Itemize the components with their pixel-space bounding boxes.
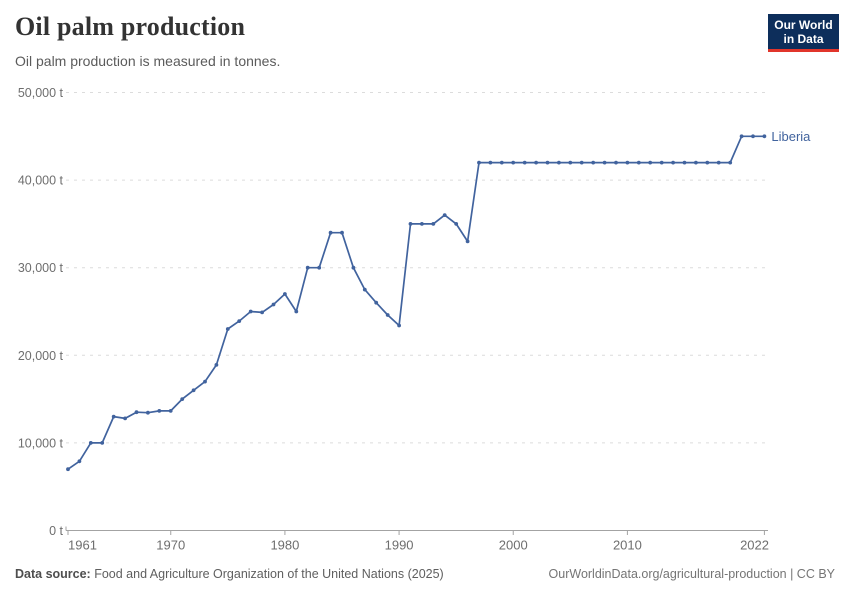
data-point[interactable] xyxy=(431,222,436,226)
y-tick-label: 40,000 t xyxy=(18,174,64,188)
x-axis: 1961 1970 1980 1990 2000 2010 2022 xyxy=(65,526,769,553)
data-point[interactable] xyxy=(214,363,219,367)
data-point[interactable] xyxy=(625,160,630,165)
data-point[interactable] xyxy=(283,292,287,296)
data-point[interactable] xyxy=(511,160,516,165)
data-point[interactable] xyxy=(442,213,447,218)
data-point[interactable] xyxy=(636,160,641,165)
data-point[interactable] xyxy=(534,160,538,165)
chart-canvas[interactable]: 0 t 10,000 t 20,000 t 30,000 t 40,000 t 50,00… xyxy=(0,0,850,560)
data-point[interactable] xyxy=(180,397,185,401)
chart-footer: Data source: Food and Agriculture Organi… xyxy=(15,567,835,581)
data-point[interactable] xyxy=(694,160,698,165)
data-point[interactable] xyxy=(305,265,310,270)
data-point[interactable] xyxy=(317,265,322,270)
data-point[interactable] xyxy=(499,160,504,165)
data-point[interactable] xyxy=(146,410,150,415)
data-point[interactable] xyxy=(237,319,242,323)
data-point[interactable] xyxy=(420,222,424,226)
data-point[interactable] xyxy=(557,160,561,165)
data-point[interactable] xyxy=(659,160,664,165)
y-tick-label: 0 t xyxy=(49,524,63,538)
page-title: Oil palm production xyxy=(15,12,246,41)
data-point[interactable] xyxy=(465,239,470,244)
data-point[interactable] xyxy=(111,414,116,419)
data-point[interactable] xyxy=(66,467,70,472)
data-point[interactable] xyxy=(648,160,653,165)
data-point[interactable] xyxy=(591,160,596,165)
y-tick-label: 20,000 t xyxy=(18,349,64,363)
x-tick-label: 2022 xyxy=(740,538,769,553)
data-point[interactable] xyxy=(191,388,196,393)
data-point[interactable] xyxy=(739,134,744,139)
data-point[interactable] xyxy=(260,310,264,315)
data-point[interactable] xyxy=(168,409,173,413)
data-point[interactable] xyxy=(454,222,459,226)
x-tick-label: 2010 xyxy=(613,538,642,553)
data-point[interactable] xyxy=(100,441,105,445)
data-point[interactable] xyxy=(751,134,755,139)
data-point[interactable] xyxy=(614,160,618,165)
x-tick-label: 1961 xyxy=(68,538,97,553)
y-tick-label: 50,000 t xyxy=(18,86,64,100)
data-point[interactable] xyxy=(77,459,82,464)
data-point[interactable] xyxy=(340,230,344,235)
data-point[interactable] xyxy=(294,309,299,314)
data-point[interactable] xyxy=(545,160,550,165)
data-point[interactable] xyxy=(682,160,687,165)
data-point[interactable] xyxy=(351,265,356,270)
y-tick-label: 30,000 t xyxy=(18,261,64,275)
owid-logo-stripe xyxy=(768,49,839,52)
footer-url[interactable]: OurWorldinData.org/agricultural-producti… xyxy=(548,567,835,581)
data-point[interactable] xyxy=(123,416,127,421)
data-point[interactable] xyxy=(671,160,675,165)
data-point[interactable] xyxy=(248,309,253,314)
x-tick-label: 2000 xyxy=(499,538,528,553)
data-source-line: Data source: Food and Agriculture Organi… xyxy=(15,567,444,581)
chart-subtitle: Oil palm production is measured in tonne… xyxy=(15,53,281,69)
data-point[interactable] xyxy=(408,222,413,226)
entity-label-liberia[interactable]: Liberia xyxy=(771,129,811,144)
data-point[interactable] xyxy=(157,409,162,413)
data-point[interactable] xyxy=(203,379,207,384)
data-point[interactable] xyxy=(568,160,573,165)
data-point[interactable] xyxy=(477,160,481,165)
data-point[interactable] xyxy=(716,160,721,165)
owid-logo[interactable]: Our World in Data xyxy=(768,14,839,52)
y-axis: 0 t 10,000 t 20,000 t 30,000 t 40,000 t 50,00… xyxy=(18,86,768,538)
data-point[interactable] xyxy=(705,160,710,165)
x-tick-label: 1990 xyxy=(385,538,414,553)
data-source-label: Data source: xyxy=(15,567,91,581)
data-point[interactable] xyxy=(225,327,230,331)
data-points[interactable] xyxy=(66,134,767,472)
data-point[interactable] xyxy=(522,160,527,165)
data-point[interactable] xyxy=(728,160,733,165)
data-point[interactable] xyxy=(374,300,379,305)
owid-logo-line2: in Data xyxy=(783,32,824,46)
data-point[interactable] xyxy=(579,160,584,165)
data-point[interactable] xyxy=(602,160,607,165)
y-tick-label: 10,000 t xyxy=(18,436,64,450)
data-point[interactable] xyxy=(488,160,493,165)
data-point[interactable] xyxy=(88,441,93,445)
data-point[interactable] xyxy=(271,302,276,307)
x-tick-label: 1980 xyxy=(270,538,299,553)
data-point[interactable] xyxy=(397,323,401,328)
owid-logo-line1: Our World xyxy=(774,18,833,32)
series-line-liberia[interactable] xyxy=(67,135,766,471)
data-point[interactable] xyxy=(362,287,367,292)
data-point[interactable] xyxy=(385,313,390,317)
data-source-text: Food and Agriculture Organization of the… xyxy=(90,567,444,581)
x-tick-label: 1970 xyxy=(156,538,185,553)
data-point[interactable] xyxy=(134,410,139,415)
data-point[interactable] xyxy=(328,230,333,235)
data-point[interactable] xyxy=(762,134,767,139)
